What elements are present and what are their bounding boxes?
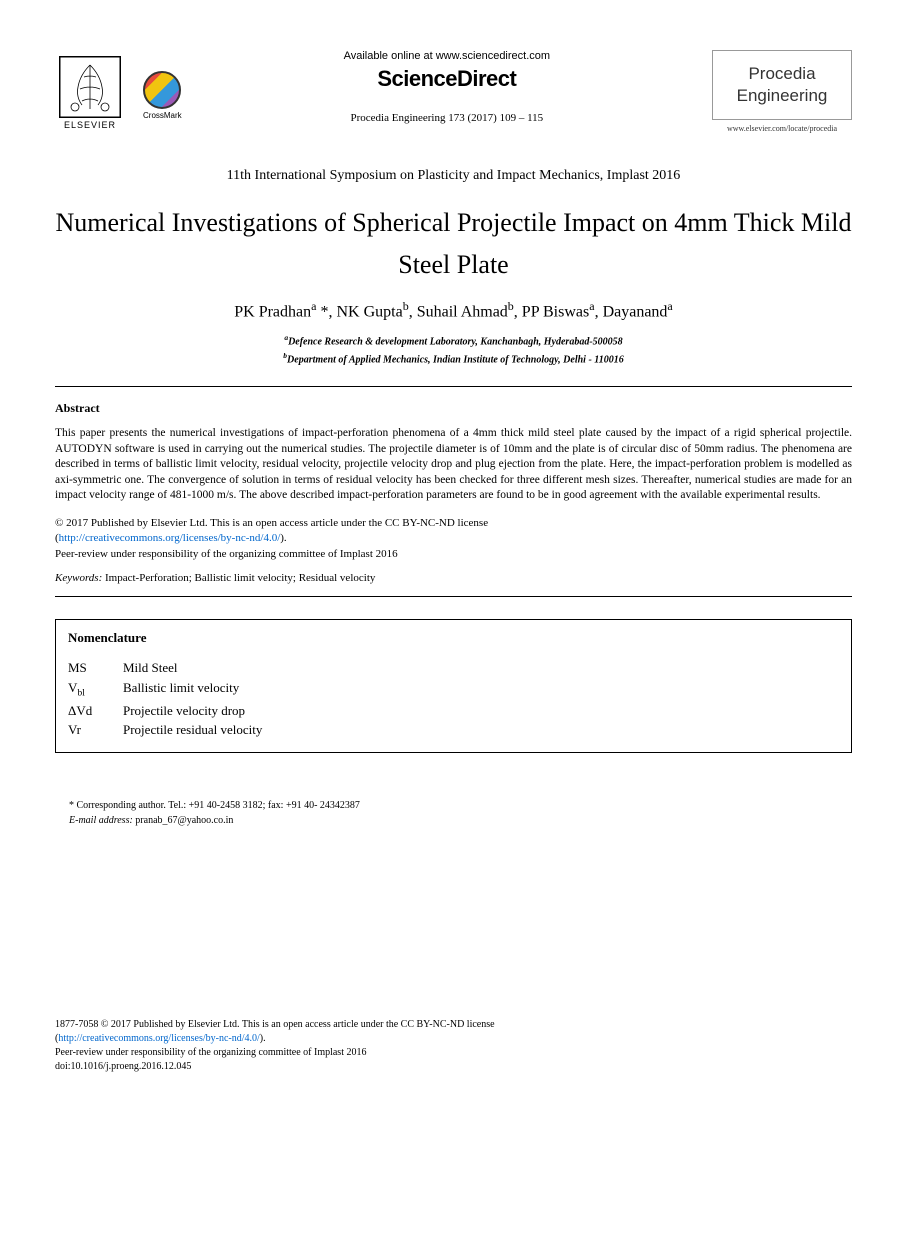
nomenclature-row: ΔVdProjectile velocity drop (68, 701, 839, 721)
journal-name-line2: Engineering (721, 85, 843, 107)
copyright-line1: © 2017 Published by Elsevier Ltd. This i… (55, 517, 488, 529)
crossmark-icon (143, 71, 181, 109)
license-link[interactable]: http://creativecommons.org/licenses/by-n… (59, 532, 281, 544)
affiliation-a: aDefence Research & development Laborato… (55, 332, 852, 350)
nomenclature-title: Nomenclature (68, 630, 839, 646)
sciencedirect-logo: ScienceDirect (192, 66, 702, 92)
elsevier-logo: ELSEVIER (55, 50, 125, 130)
header-row: ELSEVIER CrossMark Available online at w… (55, 50, 852, 133)
keywords-line: Keywords: Impact-Perforation; Ballistic … (55, 572, 852, 584)
abstract-heading: Abstract (55, 401, 852, 416)
corresponding-email-line: E-mail address: pranab_67@yahoo.co.in (69, 813, 852, 828)
rule-before-abstract (55, 386, 852, 387)
corresponding-author: * Corresponding author. Tel.: +91 40-245… (55, 798, 852, 828)
nomenclature-desc: Projectile residual velocity (123, 720, 262, 740)
elsevier-tree-icon (59, 56, 121, 118)
abstract-body: This paper presents the numerical invest… (55, 426, 852, 504)
affiliation-b: bDepartment of Applied Mechanics, Indian… (55, 350, 852, 368)
nomenclature-row: VblBallistic limit velocity (68, 678, 839, 701)
authors-line: PK Pradhana *, NK Guptab, Suhail Ahmadb,… (55, 299, 852, 321)
email-address: pranab_67@yahoo.co.in (133, 815, 234, 826)
rule-after-keywords (55, 596, 852, 597)
nomenclature-symbol: Vr (68, 720, 123, 740)
crossmark-badge[interactable]: CrossMark (143, 71, 182, 120)
footer-doi: doi:10.1016/j.proeng.2016.12.045 (55, 1061, 191, 1072)
keywords-label: Keywords: (55, 572, 102, 584)
journal-name-line1: Procedia (721, 63, 843, 85)
email-label: E-mail address: (69, 815, 133, 826)
elsevier-label: ELSEVIER (64, 120, 116, 130)
footer-peer-review: Peer-review under responsibility of the … (55, 1047, 366, 1058)
nomenclature-rows: MSMild SteelVblBallistic limit velocityΔ… (68, 658, 839, 740)
copyright-block: © 2017 Published by Elsevier Ltd. This i… (55, 516, 852, 562)
footer-block: 1877-7058 © 2017 Published by Elsevier L… (55, 1018, 852, 1074)
paper-title: Numerical Investigations of Spherical Pr… (55, 202, 852, 285)
journal-box-wrap: Procedia Engineering www.elsevier.com/lo… (712, 50, 852, 133)
peer-review-line: Peer-review under responsibility of the … (55, 548, 398, 560)
crossmark-label: CrossMark (143, 111, 182, 120)
nomenclature-desc: Ballistic limit velocity (123, 678, 239, 701)
journal-title-box: Procedia Engineering (712, 50, 852, 120)
nomenclature-box: Nomenclature MSMild SteelVblBallistic li… (55, 619, 852, 753)
corresponding-line: * Corresponding author. Tel.: +91 40-245… (69, 798, 852, 813)
footer-issn-line: 1877-7058 © 2017 Published by Elsevier L… (55, 1019, 495, 1030)
journal-url: www.elsevier.com/locate/procedia (712, 124, 852, 133)
paper-page: ELSEVIER CrossMark Available online at w… (0, 0, 907, 1114)
nomenclature-symbol: MS (68, 658, 123, 678)
nomenclature-symbol: Vbl (68, 678, 123, 701)
available-online-text: Available online at www.sciencedirect.co… (192, 50, 702, 62)
nomenclature-row: VrProjectile residual velocity (68, 720, 839, 740)
keywords-text: Impact-Perforation; Ballistic limit velo… (102, 572, 375, 584)
conference-line: 11th International Symposium on Plastici… (55, 168, 852, 184)
nomenclature-row: MSMild Steel (68, 658, 839, 678)
journal-citation: Procedia Engineering 173 (2017) 109 – 11… (192, 112, 702, 124)
center-header: Available online at www.sciencedirect.co… (182, 50, 712, 124)
footer-license-link[interactable]: http://creativecommons.org/licenses/by-n… (58, 1033, 259, 1044)
affiliations: aDefence Research & development Laborato… (55, 332, 852, 369)
nomenclature-desc: Mild Steel (123, 658, 178, 678)
nomenclature-symbol: ΔVd (68, 701, 123, 721)
nomenclature-desc: Projectile velocity drop (123, 701, 245, 721)
left-logos: ELSEVIER CrossMark (55, 50, 182, 130)
